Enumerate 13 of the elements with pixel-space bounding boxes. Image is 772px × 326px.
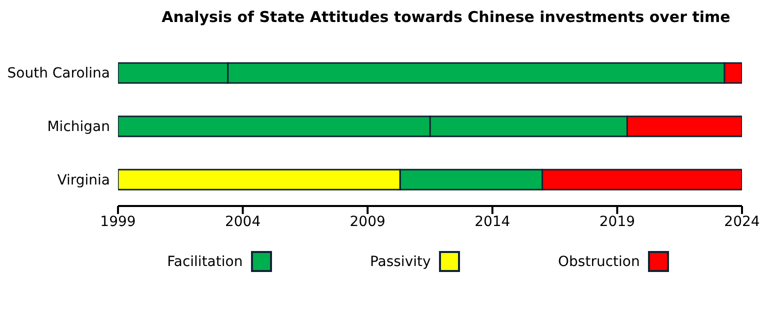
- x-tick-label: 2014: [474, 214, 510, 230]
- y-tick-label: Michigan: [47, 118, 110, 135]
- legend-label: Facilitation: [167, 254, 243, 270]
- legend-label: Passivity: [370, 254, 431, 270]
- y-tick-label: South Carolina: [7, 66, 110, 82]
- x-tick-label: 1999: [100, 214, 136, 230]
- chart-title: Analysis of State Attitudes towards Chinese investments over time: [160, 8, 732, 26]
- x-tick-label: 2009: [350, 214, 386, 230]
- y-tick-label: Virginia: [57, 172, 110, 188]
- legend-label: Obstruction: [558, 254, 640, 270]
- x-tick-label: 2024: [724, 214, 760, 230]
- x-tick-label: 2019: [599, 214, 636, 230]
- x-tick-label: 2004: [224, 214, 261, 230]
